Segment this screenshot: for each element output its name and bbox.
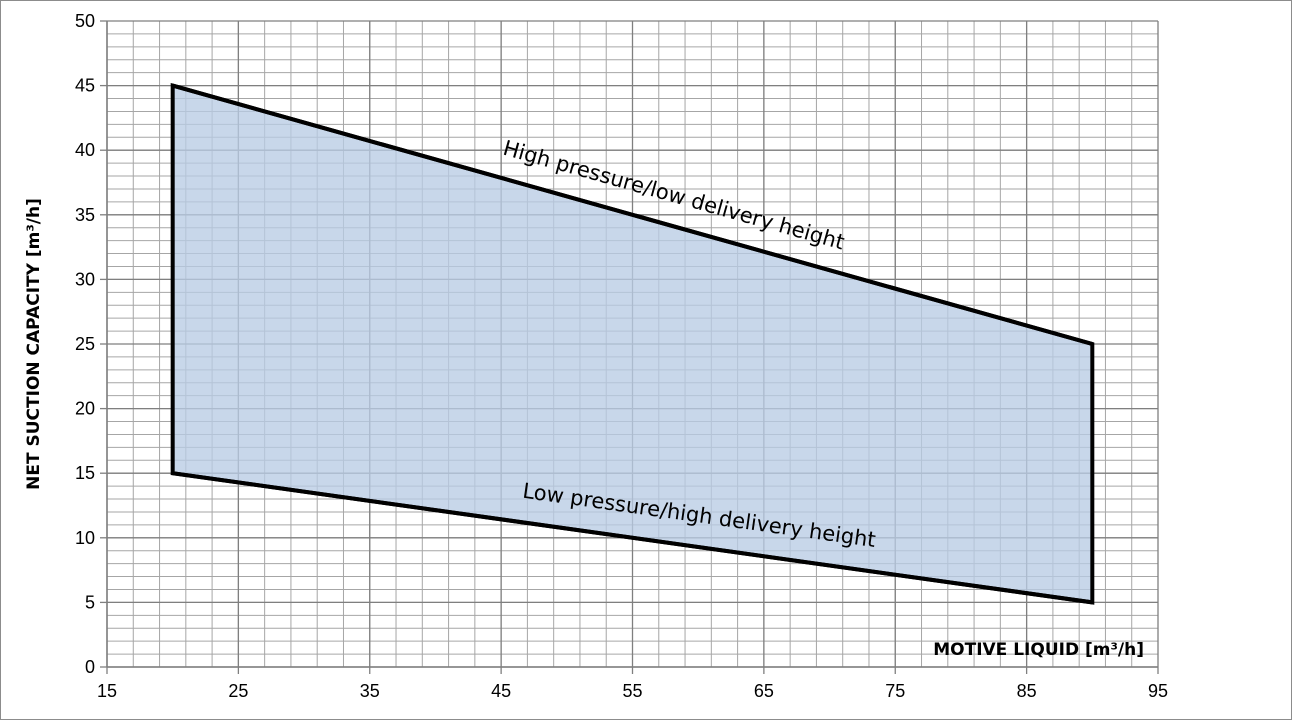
x-tick-label: 75	[885, 681, 905, 701]
x-tick-label: 55	[622, 681, 642, 701]
y-tick-label: 50	[75, 11, 95, 31]
x-tick-label: 35	[360, 681, 380, 701]
x-tick-label: 95	[1148, 681, 1168, 701]
region-layer	[170, 82, 1095, 605]
x-tick-label: 85	[1017, 681, 1037, 701]
y-tick-label: 45	[75, 76, 95, 96]
series-line-1	[172, 83, 1093, 346]
ticks-layer: 15 25 35 45 55 65 75 85 95 0 5 10 15 20 25 30 35 40 45 50	[75, 11, 1168, 701]
series-line-2	[172, 471, 1093, 605]
x-tick-label: 25	[228, 681, 248, 701]
x-axis-title: MOTIVE LIQUID [m³/h]	[933, 640, 1144, 660]
y-tick-label: 20	[75, 399, 95, 419]
y-tick-label: 25	[75, 334, 95, 354]
y-tick-label: 15	[75, 463, 95, 483]
x-tick-label: 45	[491, 681, 511, 701]
x-tick-label: 15	[97, 681, 117, 701]
y-tick-label: 30	[75, 269, 95, 289]
y-axis-title: NET SUCTION CAPACITY [m³/h]	[24, 198, 44, 490]
x-tick-label: 65	[754, 681, 774, 701]
y-tick-label: 5	[85, 592, 95, 612]
y-tick-label: 40	[75, 140, 95, 160]
y-tick-label: 35	[75, 205, 95, 225]
y-tick-label: 10	[75, 528, 95, 548]
y-tick-label: 0	[85, 657, 95, 677]
